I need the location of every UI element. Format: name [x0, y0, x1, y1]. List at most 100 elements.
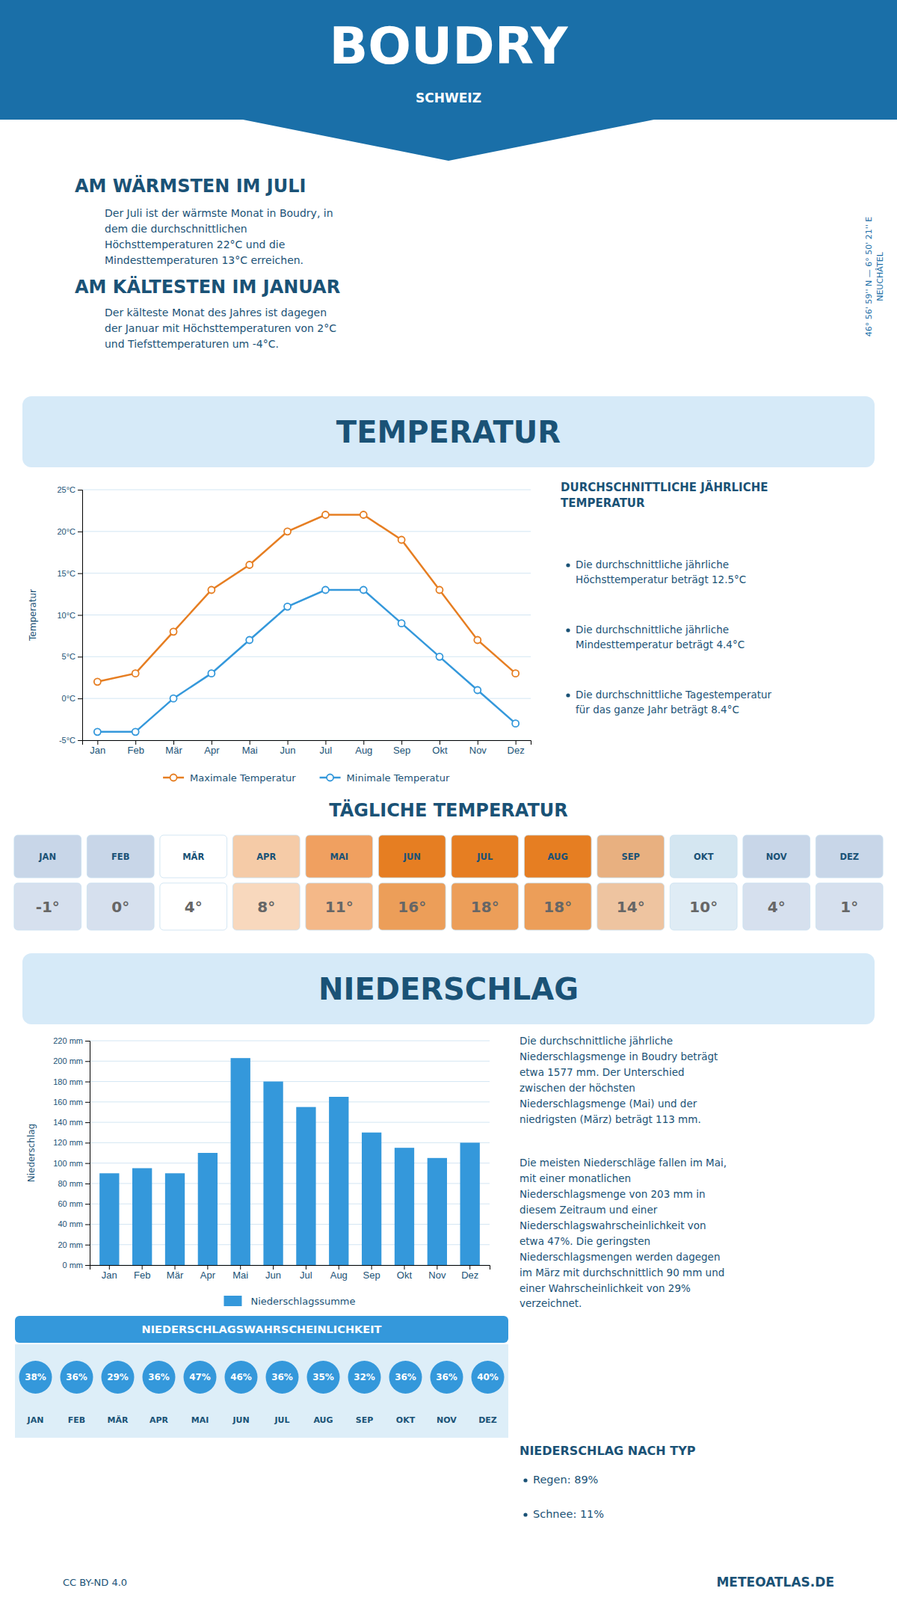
x-tick-label: Mai [242, 744, 258, 756]
y-tick-mark [77, 615, 83, 616]
x-tick-mark [325, 740, 326, 745]
point [435, 586, 443, 594]
y-tick-mark [77, 531, 83, 533]
y-tick-label: 0°C [62, 693, 77, 703]
point [132, 669, 140, 677]
y-tick: 15°C [56, 568, 83, 578]
point [207, 586, 215, 594]
y-tick-mark [85, 1081, 90, 1083]
warm-text: Der Juli ist der wärmste Monat in Boudry… [104, 207, 334, 267]
month-label: JAN [26, 1415, 45, 1425]
month-cell [378, 834, 446, 878]
x-tick-label: Aug [330, 1269, 348, 1281]
x-tick-label: Apr [200, 1269, 217, 1281]
value-circle [266, 1360, 299, 1394]
x-tick-mark [135, 740, 137, 745]
y-tick-label: 100 mm [53, 1158, 83, 1168]
y-tick: 120 mm [53, 1137, 90, 1147]
x-axis-line [82, 740, 532, 746]
bar [198, 1152, 218, 1265]
table-chart: NIEDERSCHLAGSWAHRSCHEINLICHKEIT38%JAN36%… [14, 1315, 509, 1438]
data-label: 47% [189, 1371, 211, 1383]
month-cell [232, 834, 300, 878]
month-label: DEZ [478, 1415, 498, 1425]
x-tick: Feb [133, 1264, 151, 1281]
y-tick: 80 mm [57, 1178, 90, 1188]
y-tick-mark [85, 1101, 90, 1103]
precip-text-2-line: einer Wahrscheinlichkeit von 29% [519, 1281, 691, 1294]
x-tick-mark [97, 740, 98, 745]
data-label: 38% [24, 1371, 47, 1383]
legend: Niederschlagssumme [223, 1295, 356, 1307]
grid-line [89, 1101, 490, 1102]
precip-text-2-line: Niederschlagswahrscheinlichkeit von [519, 1219, 707, 1232]
x-tick-label: Feb [127, 744, 144, 756]
y-tick: 180 mm [53, 1077, 90, 1087]
precip-text-line: Die durchschnittliche jährliche [519, 1034, 673, 1047]
table-background [14, 1344, 509, 1438]
legend-marker [170, 774, 178, 782]
value-cell [451, 882, 519, 930]
x-tick: Jun [280, 740, 297, 756]
x-tick-mark [338, 1264, 340, 1270]
x-tick-label: Okt [396, 1269, 413, 1281]
y-tick: 25°C [56, 485, 83, 495]
bullet [565, 562, 570, 567]
value-circle [142, 1360, 176, 1394]
data-label: 36% [435, 1371, 458, 1383]
y-tick-mark [85, 1203, 90, 1205]
grid-line [89, 1060, 490, 1062]
month-label: OKT [693, 851, 714, 862]
y-tick: 0 mm [62, 1260, 91, 1270]
month-label: NOV [766, 851, 788, 862]
point [360, 511, 368, 519]
precip-type-item-line: Schnee: 11% [532, 1507, 604, 1520]
month-cell [86, 834, 154, 878]
x-tick: Jul [319, 740, 333, 756]
legend-item: Minimale Temperatur [319, 772, 450, 784]
y-axis-line [85, 1041, 91, 1266]
y-tick-label: 220 mm [53, 1036, 83, 1046]
stats-item-line: für das ganze Jahr beträgt 8.4°C [575, 703, 740, 716]
grid-line [82, 614, 531, 616]
value-cell [378, 882, 446, 930]
data-label: 46% [230, 1371, 252, 1383]
chart-title: TÄGLICHE TEMPERATUR [328, 799, 569, 821]
grid-line [82, 698, 531, 699]
month-cell [159, 834, 228, 878]
y-axis-title: Temperatur [27, 589, 39, 642]
precip-text-line: Niederschlagsmenge (Mai) und der [519, 1097, 698, 1110]
y-tick: -5°C [59, 735, 83, 745]
value-circle [307, 1360, 341, 1394]
point [245, 636, 253, 644]
data-label: 16° [397, 897, 427, 916]
legend-item: Maximale Temperatur [162, 772, 297, 784]
data-label: 14° [616, 897, 646, 916]
x-tick-mark [401, 740, 403, 745]
value-cell [86, 882, 154, 930]
warm-text-line: dem die durchschnittlichen [104, 222, 248, 235]
table-chart: TÄGLICHE TEMPERATURJAN-1°FEB0°MÄR4°APR8°… [14, 799, 883, 930]
precip-type-item: Regen: 89% [532, 1473, 598, 1486]
warm-title-line: AM WÄRMSTEN IM JULI [74, 174, 306, 197]
y-tick: 20 mm [57, 1240, 90, 1250]
y-tick-mark [85, 1264, 90, 1266]
month-label: SEP [621, 851, 640, 862]
stats-item-line: Mindesttemperatur beträgt 4.4°C [575, 638, 745, 651]
page-title: BOUDRY [328, 16, 569, 76]
precip-text-2-line: verzeichnet. [519, 1296, 582, 1309]
value-cell [232, 882, 300, 930]
line-chart: TEMPERATUR-5°C0°C5°C10°C15°C20°C25°CJanF… [22, 396, 875, 784]
x-tick: Apr [204, 740, 220, 756]
grid-line [89, 1121, 490, 1123]
point [284, 527, 291, 535]
precip-text-line: Niederschlagsmenge in Boudry beträgt [519, 1050, 718, 1063]
grid-line [89, 1142, 490, 1143]
month-label: JAN [38, 851, 57, 862]
point [473, 686, 481, 694]
section-band [22, 953, 875, 1025]
bar [132, 1167, 152, 1265]
precip-text-line: niedrigsten (März) beträgt 113 mm. [519, 1113, 702, 1125]
y-tick: 140 mm [53, 1117, 90, 1127]
cold-title: AM KÄLTESTEN IM JANUAR [74, 275, 341, 298]
